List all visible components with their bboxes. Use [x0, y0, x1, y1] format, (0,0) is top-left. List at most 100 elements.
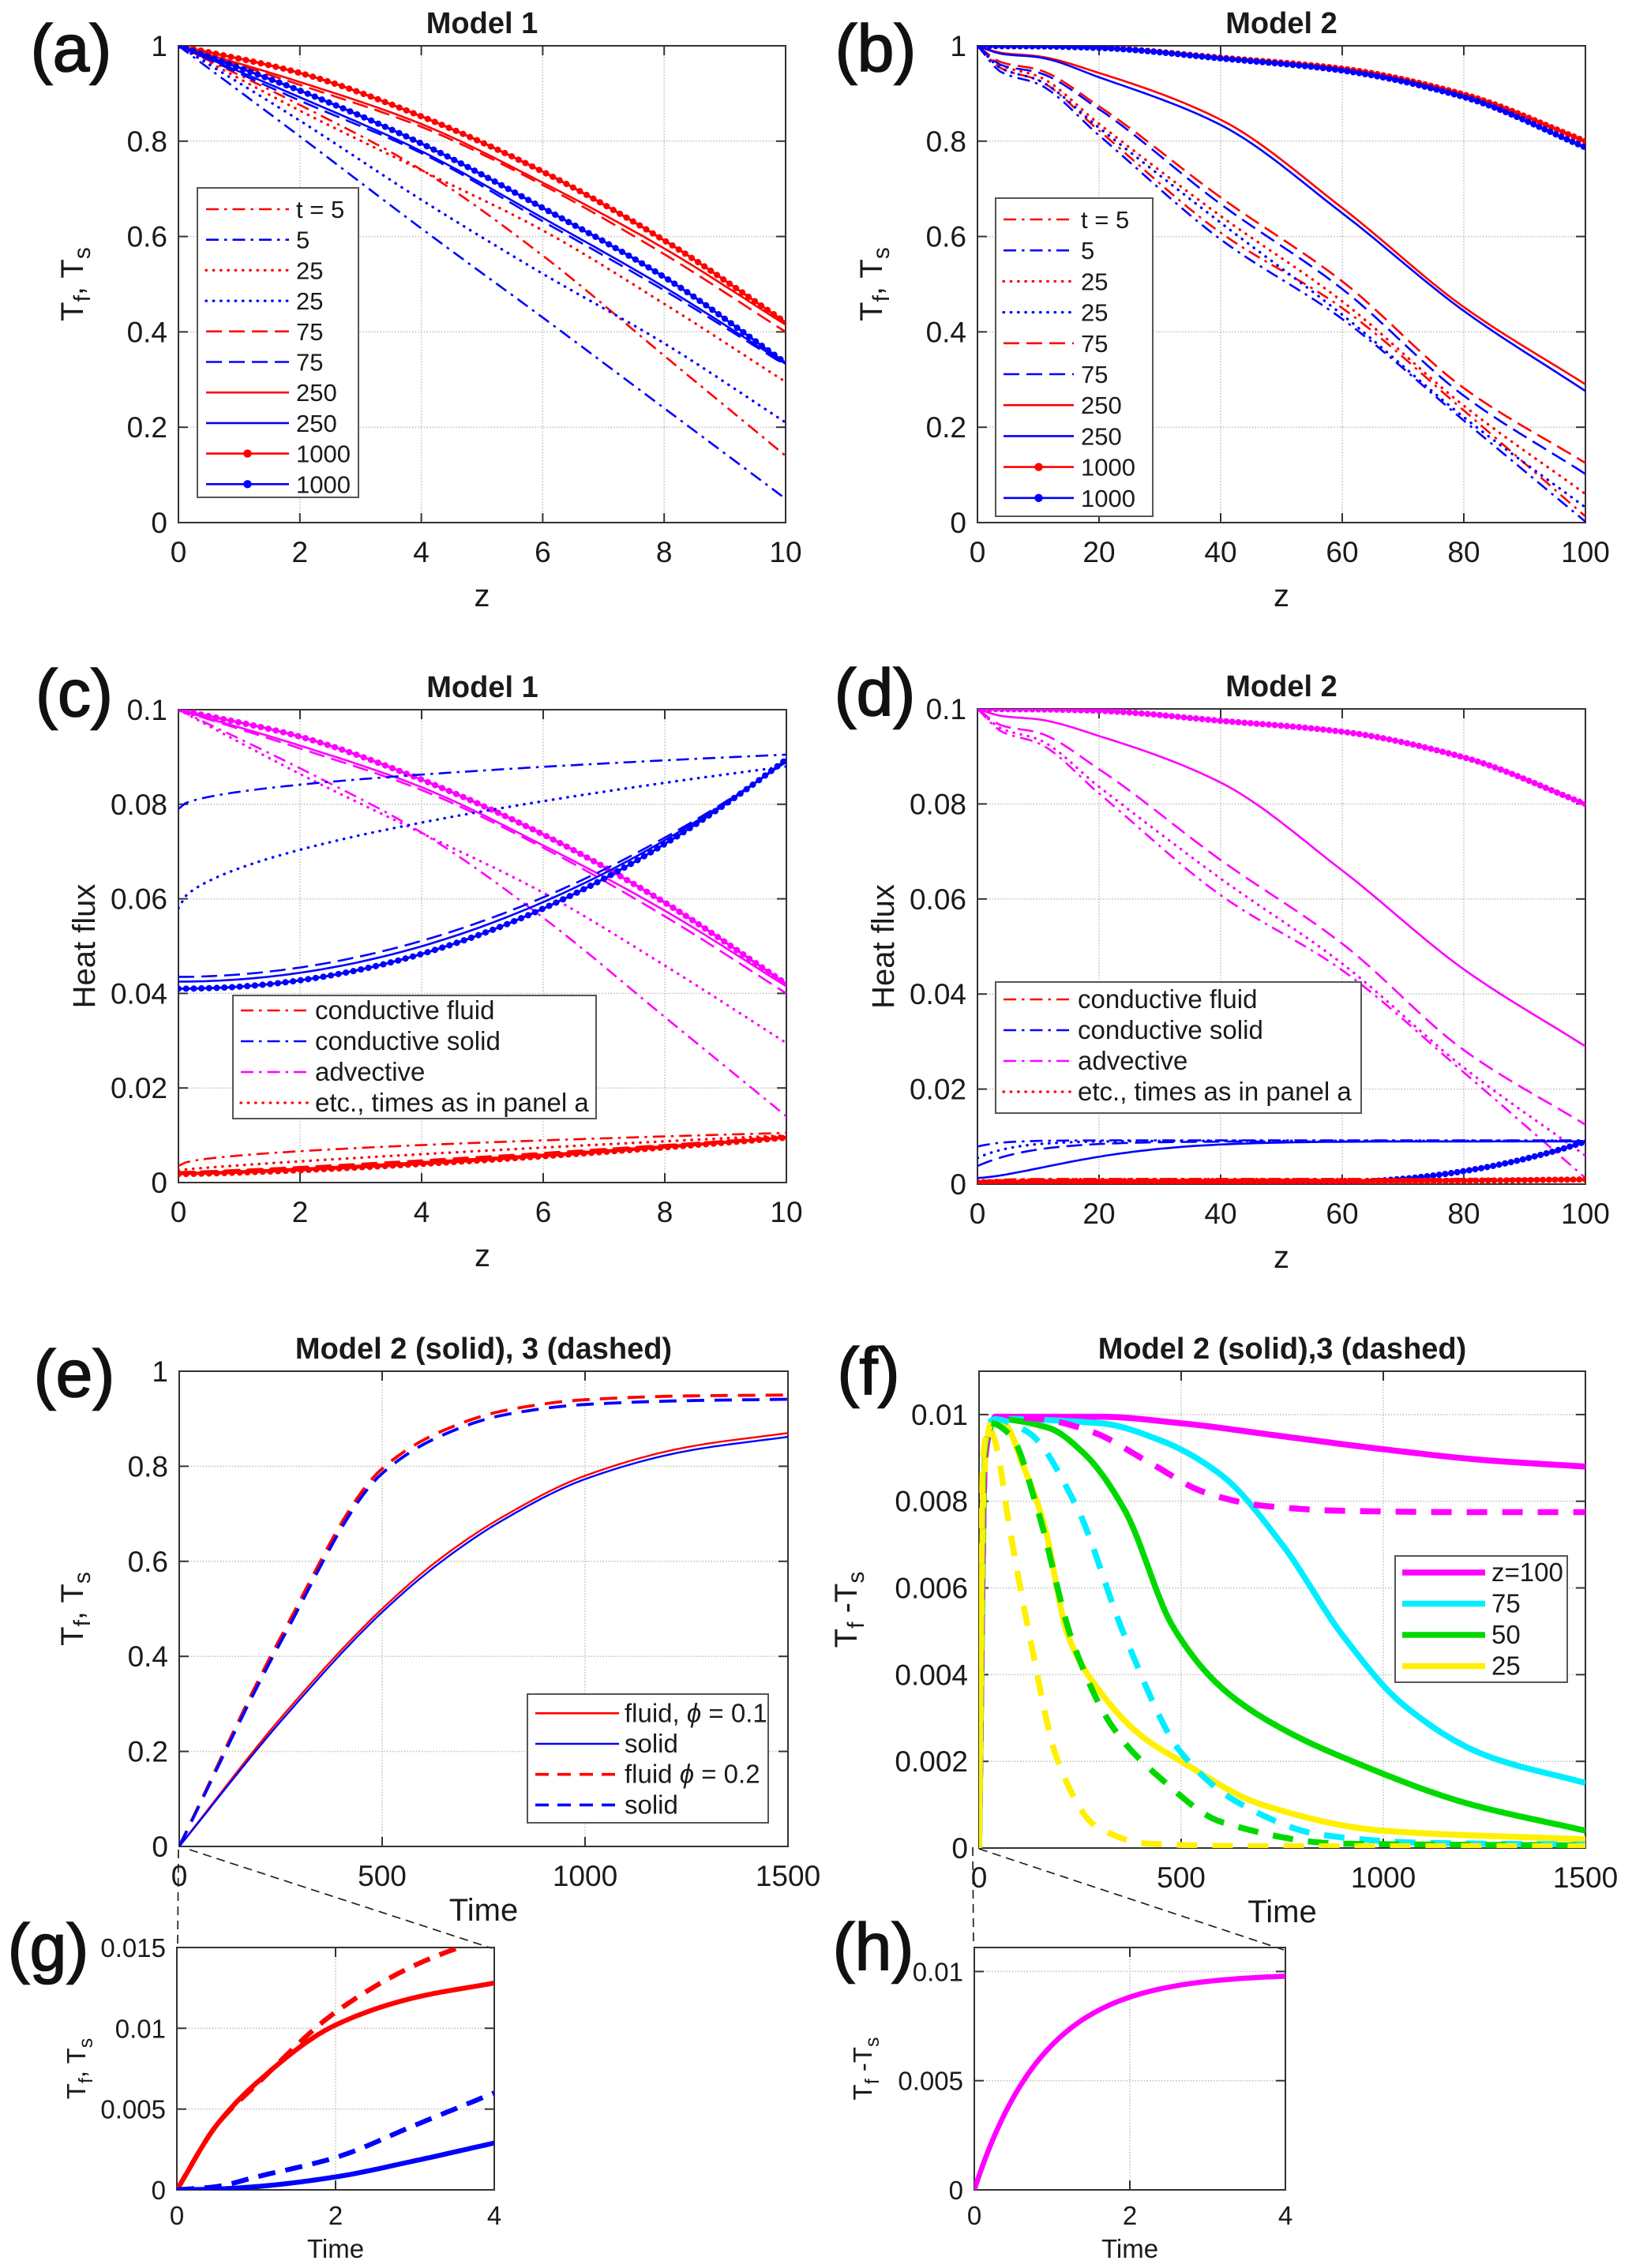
svg-text:1000: 1000	[553, 1860, 617, 1892]
svg-text:(b): (b)	[835, 11, 917, 85]
svg-text:0.1: 0.1	[127, 694, 167, 726]
svg-text:solid: solid	[625, 1790, 678, 1819]
svg-text:0: 0	[970, 1198, 986, 1230]
svg-text:25: 25	[1491, 1651, 1521, 1681]
svg-text:0.01: 0.01	[115, 2014, 166, 2043]
svg-text:20: 20	[1082, 536, 1115, 568]
svg-text:z: z	[475, 1239, 490, 1273]
svg-text:0.06: 0.06	[910, 883, 966, 916]
svg-text:etc., times as in panel a: etc., times as in panel a	[315, 1088, 589, 1117]
svg-text:0: 0	[950, 1168, 966, 1201]
svg-text:0: 0	[971, 1861, 988, 1894]
svg-text:0.08: 0.08	[910, 788, 966, 820]
svg-text:0.2: 0.2	[926, 411, 966, 444]
svg-text:(h): (h)	[833, 1910, 914, 1984]
svg-text:75: 75	[1491, 1589, 1521, 1618]
svg-text:0.004: 0.004	[895, 1659, 968, 1691]
svg-text:0: 0	[171, 1196, 187, 1228]
svg-text:Time: Time	[1247, 1895, 1316, 1929]
svg-text:Model 2 (solid), 3 (dashed): Model 2 (solid), 3 (dashed)	[295, 1333, 672, 1366]
svg-text:0.4: 0.4	[926, 316, 966, 348]
svg-text:10: 10	[770, 1196, 802, 1228]
svg-text:50: 50	[1491, 1620, 1521, 1649]
svg-text:advective: advective	[315, 1057, 425, 1086]
svg-text:conductive fluid: conductive fluid	[315, 995, 494, 1025]
svg-text:1500: 1500	[756, 1860, 820, 1892]
svg-text:0: 0	[152, 2176, 166, 2205]
svg-text:Time: Time	[307, 2234, 364, 2263]
svg-text:0: 0	[967, 2201, 981, 2230]
svg-text:250: 250	[1081, 422, 1122, 450]
svg-text:60: 60	[1326, 1198, 1358, 1230]
svg-text:0.1: 0.1	[926, 693, 966, 725]
svg-text:0.2: 0.2	[127, 411, 167, 444]
svg-text:0.06: 0.06	[111, 883, 167, 916]
svg-text:Time: Time	[1101, 2234, 1158, 2263]
svg-text:0.006: 0.006	[895, 1573, 968, 1605]
svg-text:250: 250	[296, 379, 337, 407]
svg-text:100: 100	[1561, 1198, 1610, 1230]
svg-text:1000: 1000	[296, 470, 351, 498]
svg-text:1000: 1000	[1081, 485, 1135, 512]
svg-text:10: 10	[769, 536, 801, 568]
svg-text:1000: 1000	[1081, 454, 1135, 482]
svg-text:0: 0	[152, 1831, 168, 1863]
svg-text:z: z	[1274, 1240, 1289, 1275]
svg-text:75: 75	[296, 349, 323, 377]
svg-text:40: 40	[1204, 536, 1236, 568]
svg-text:Model 2: Model 2	[1225, 670, 1337, 703]
svg-text:4: 4	[413, 536, 430, 568]
svg-text:0: 0	[171, 1860, 188, 1892]
svg-text:1500: 1500	[1553, 1861, 1618, 1894]
svg-text:2: 2	[328, 2201, 343, 2230]
svg-text:0: 0	[151, 1167, 167, 1199]
svg-text:1000: 1000	[1351, 1861, 1416, 1894]
svg-text:0.01: 0.01	[913, 1957, 963, 1986]
svg-text:80: 80	[1447, 1198, 1480, 1230]
svg-text:conductive solid: conductive solid	[315, 1026, 501, 1055]
svg-text:0: 0	[171, 536, 187, 568]
svg-text:conductive fluid: conductive fluid	[1078, 984, 1257, 1014]
svg-text:0.008: 0.008	[895, 1486, 968, 1518]
svg-text:0: 0	[951, 1832, 968, 1865]
svg-text:25: 25	[1081, 268, 1108, 295]
svg-text:t = 5: t = 5	[1081, 206, 1129, 234]
svg-text:Tf, Ts: Tf, Ts	[55, 1572, 96, 1646]
svg-text:0.015: 0.015	[100, 1933, 166, 1962]
svg-text:5: 5	[1081, 237, 1094, 264]
svg-text:fluid, ϕ = 0.1: fluid, ϕ = 0.1	[625, 1698, 767, 1727]
svg-text:0.6: 0.6	[127, 221, 167, 253]
svg-text:fluid ϕ = 0.2: fluid ϕ = 0.2	[625, 1760, 760, 1789]
svg-text:z: z	[1274, 579, 1289, 613]
svg-text:0.01: 0.01	[911, 1399, 968, 1431]
svg-text:(f): (f)	[837, 1334, 899, 1408]
svg-text:0.4: 0.4	[128, 1640, 168, 1673]
svg-text:2: 2	[292, 536, 309, 568]
svg-text:solid: solid	[625, 1729, 678, 1758]
svg-text:0.4: 0.4	[127, 316, 167, 348]
svg-text:Heat flux: Heat flux	[67, 884, 102, 1009]
svg-text:(c): (c)	[36, 656, 113, 730]
svg-text:2: 2	[292, 1196, 309, 1228]
svg-text:4: 4	[487, 2201, 501, 2230]
svg-text:6: 6	[535, 536, 551, 568]
svg-text:75: 75	[296, 318, 323, 346]
svg-text:1: 1	[151, 30, 167, 62]
svg-text:75: 75	[1081, 330, 1108, 358]
svg-text:40: 40	[1204, 1198, 1236, 1230]
svg-text:75: 75	[1081, 361, 1108, 388]
svg-text:80: 80	[1447, 536, 1480, 568]
svg-text:25: 25	[296, 257, 323, 284]
svg-text:500: 500	[1157, 1861, 1206, 1894]
svg-text:Model 1: Model 1	[426, 7, 538, 40]
svg-text:250: 250	[296, 410, 337, 437]
svg-text:1: 1	[950, 30, 966, 62]
svg-text:Tf -Ts: Tf -Ts	[829, 1572, 869, 1648]
svg-text:etc., times as in panel a: etc., times as in panel a	[1078, 1077, 1352, 1106]
svg-text:Tf, Ts: Tf, Ts	[854, 247, 895, 321]
svg-text:Model 2: Model 2	[1225, 7, 1337, 40]
svg-text:8: 8	[657, 1196, 673, 1228]
svg-text:Heat flux: Heat flux	[866, 884, 901, 1009]
svg-text:8: 8	[656, 536, 673, 568]
svg-text:500: 500	[358, 1860, 407, 1892]
